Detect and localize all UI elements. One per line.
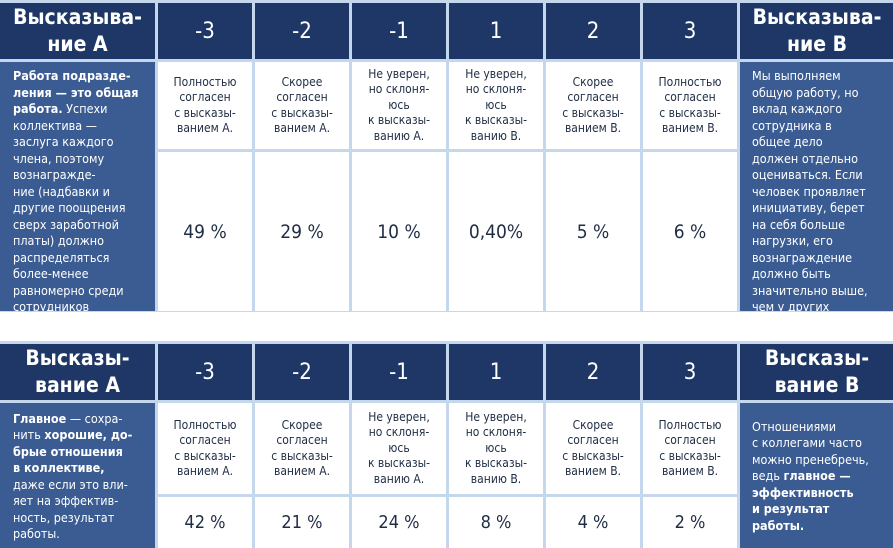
statement-b-text: Отношениями с коллегами часто можно прен…	[740, 403, 893, 548]
percentage-value: 21 %	[255, 497, 349, 548]
percentage-value: 8 %	[449, 497, 543, 548]
percentage-value: 0,40%	[449, 152, 543, 311]
statement-b-header: Высказы- вание В	[740, 344, 893, 400]
percentage-value: 24 %	[352, 497, 446, 548]
scale-description: Не уверен, но склоня- юсь к высказы- ван…	[352, 62, 446, 149]
statement-a-text: Главное — сохра- нить хорошие, до- брые …	[0, 403, 155, 548]
percentage-value: 5 %	[546, 152, 640, 311]
scale-header: 3	[643, 3, 737, 59]
scale-header: -3	[158, 3, 252, 59]
scale-description: Полностью согласен с высказы- ванием В.	[643, 403, 737, 494]
percentage-value: 2 %	[643, 497, 737, 548]
scale-description: Скорее согласен с высказы- ванием А.	[255, 403, 349, 494]
scale-header: 2	[546, 344, 640, 400]
statement-b-text: Мы выполняем общую работу, но вклад кажд…	[740, 62, 893, 311]
scale-header: 2	[546, 3, 640, 59]
statement-a-bold: Главное	[13, 410, 67, 426]
statement-b-normal: Отношениями с коллегами часто можно прен…	[752, 418, 869, 484]
scale-description: Скорее согласен с высказы- ванием В.	[546, 403, 640, 494]
scale-description: Скорее согласен с высказы- ванием В.	[546, 62, 640, 149]
scale-header: 1	[449, 3, 543, 59]
scale-header: -3	[158, 344, 252, 400]
statement-a-bold: Работа подразде- ления — это общая работ…	[13, 68, 139, 116]
statement-a-normal: даже если это вли- яет на эффектив- ност…	[13, 476, 128, 541]
percentage-value: 49 %	[158, 152, 252, 311]
statement-a-text: Работа подразде- ления — это общая работ…	[0, 62, 155, 311]
statement-b-normal: Если человек проявляет инициативу, берет…	[752, 167, 868, 311]
percentage-value: 29 %	[255, 152, 349, 311]
statement-a-normal: — сохра- нить	[13, 410, 123, 443]
statement-a-normal: Успехи коллектива — заслуга каждого член…	[13, 101, 126, 311]
survey-table-1: Высказыва- ние А -3 -2 -1 1 2 3 Высказыв…	[0, 0, 893, 312]
percentage-value: 4 %	[546, 497, 640, 548]
scale-header: -2	[255, 3, 349, 59]
statement-a-bold: хорошие, до- брые отношения в коллективе…	[13, 427, 133, 475]
scale-description: Полностью согласен с высказы- ванием В.	[643, 62, 737, 149]
scale-header: -1	[352, 3, 446, 59]
statement-b-bold: главное — эффективность и результат рабо…	[752, 468, 854, 533]
scale-description: Полностью согласен с высказы- ванием А.	[158, 403, 252, 494]
scale-description: Скорее согласен с высказы- ванием А.	[255, 62, 349, 149]
survey-table-2: Высказы- вание А -3 -2 -1 1 2 3 Высказы-…	[0, 341, 893, 548]
statement-b-normal: Мы выполняем общую работу, но вклад кажд…	[752, 68, 859, 182]
statement-b-header: Высказыва- ние В	[740, 3, 893, 59]
scale-header: 1	[449, 344, 543, 400]
statement-a-header: Высказы- вание А	[0, 344, 155, 400]
scale-description: Не уверен, но склоня- юсь к высказы- ван…	[352, 403, 446, 494]
percentage-value: 6 %	[643, 152, 737, 311]
scale-header: -1	[352, 344, 446, 400]
scale-header: 3	[643, 344, 737, 400]
scale-description: Не уверен, но склоня- юсь к высказы- ван…	[449, 62, 543, 149]
scale-header: -2	[255, 344, 349, 400]
scale-description: Полностью согласен с высказы- ванием А.	[158, 62, 252, 149]
percentage-value: 42 %	[158, 497, 252, 548]
statement-a-header: Высказыва- ние А	[0, 3, 155, 59]
scale-description: Не уверен, но склоня- юсь к высказы- ван…	[449, 403, 543, 494]
percentage-value: 10 %	[352, 152, 446, 311]
